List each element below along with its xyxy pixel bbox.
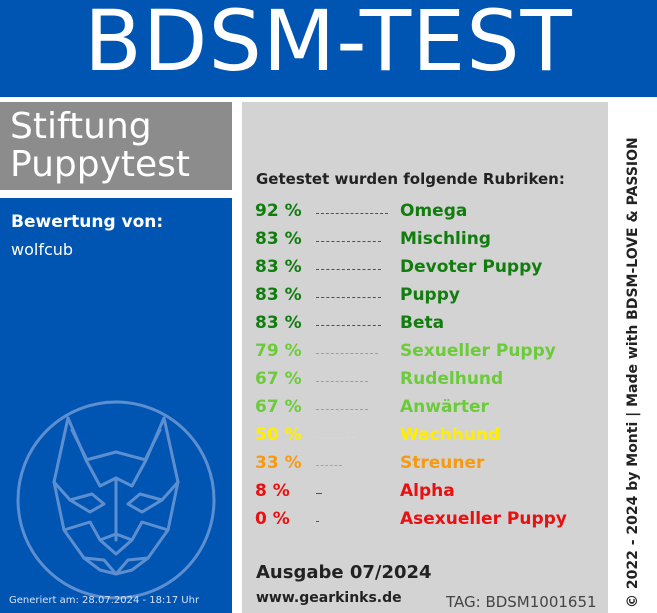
header-banner: BDSM-TEST: [0, 0, 657, 97]
result-name: Asexueller Puppy: [400, 509, 567, 529]
copyright-text: © 2022 - 2024 by Monti | Made with BDSM-…: [625, 137, 641, 608]
result-dots: [316, 493, 322, 494]
result-row: 83 % Puppy: [255, 284, 605, 312]
result-percent: 67 %: [255, 369, 302, 389]
result-percent: 83 %: [255, 313, 302, 333]
result-percent: 0 %: [255, 509, 290, 529]
result-dots: [316, 521, 319, 522]
result-dots: [316, 213, 388, 214]
page-title: BDSM-TEST: [84, 0, 573, 90]
result-row: 50 % Wachhund: [255, 424, 605, 452]
result-row: 92 % Omega: [255, 200, 605, 228]
result-name: Rudelhund: [400, 369, 504, 389]
stiftung-box: [0, 102, 232, 190]
result-name: Mischling: [400, 229, 491, 249]
result-row: 33 % Streuner: [255, 452, 605, 480]
header-divider: [0, 97, 657, 102]
result-percent: 92 %: [255, 201, 302, 221]
wolf-head-icon: [16, 400, 216, 600]
result-dots: [316, 465, 342, 466]
test-tag: TAG: BDSM1001651: [446, 593, 597, 611]
rating-label: Bewertung von:: [11, 212, 164, 232]
result-dots: [316, 409, 368, 410]
result-dots: [316, 381, 368, 382]
result-name: Sexueller Puppy: [400, 341, 556, 361]
side-panel: [616, 102, 657, 613]
result-dots: [316, 353, 378, 354]
result-name: Devoter Puppy: [400, 257, 543, 277]
result-name: Omega: [400, 201, 468, 221]
result-dots: [316, 437, 355, 438]
stiftung-title-line1: Stiftung: [10, 106, 152, 147]
divider: [232, 102, 242, 613]
results-panel: [242, 102, 608, 613]
result-row: 83 % Beta: [255, 312, 605, 340]
result-percent: 67 %: [255, 397, 302, 417]
stiftung-title-line2: Puppytest: [10, 144, 191, 185]
result-percent: 83 %: [255, 285, 302, 305]
result-name: Anwärter: [400, 397, 489, 417]
results-heading: Getestet wurden folgende Rubriken:: [256, 170, 565, 188]
result-row: 67 % Rudelhund: [255, 368, 605, 396]
result-percent: 79 %: [255, 341, 302, 361]
result-row: 83 % Devoter Puppy: [255, 256, 605, 284]
result-dots: [316, 269, 381, 270]
result-percent: 50 %: [255, 425, 302, 445]
result-row: 83 % Mischling: [255, 228, 605, 256]
result-name: Puppy: [400, 285, 460, 305]
result-row: 67 % Anwärter: [255, 396, 605, 424]
result-row: 0 % Asexueller Puppy: [255, 508, 605, 536]
result-percent: 83 %: [255, 257, 302, 277]
divider: [608, 102, 616, 613]
website-link[interactable]: www.gearkinks.de: [256, 590, 402, 606]
result-name: Wachhund: [400, 425, 501, 445]
result-dots: [316, 297, 381, 298]
result-percent: 33 %: [255, 453, 302, 473]
result-name: Alpha: [400, 481, 455, 501]
result-dots: [316, 325, 381, 326]
divider: [0, 190, 242, 198]
edition-label: Ausgabe 07/2024: [256, 562, 432, 583]
generated-date: Generiert am: 28.07.2024 - 18:17 Uhr: [9, 595, 200, 606]
result-percent: 83 %: [255, 229, 302, 249]
result-row: 79 % Sexueller Puppy: [255, 340, 605, 368]
result-dots: [316, 241, 381, 242]
result-name: Streuner: [400, 453, 485, 473]
result-percent: 8 %: [255, 481, 290, 501]
result-row: 8 % Alpha: [255, 480, 605, 508]
result-name: Beta: [400, 313, 445, 333]
rating-user: wolfcub: [11, 240, 74, 259]
